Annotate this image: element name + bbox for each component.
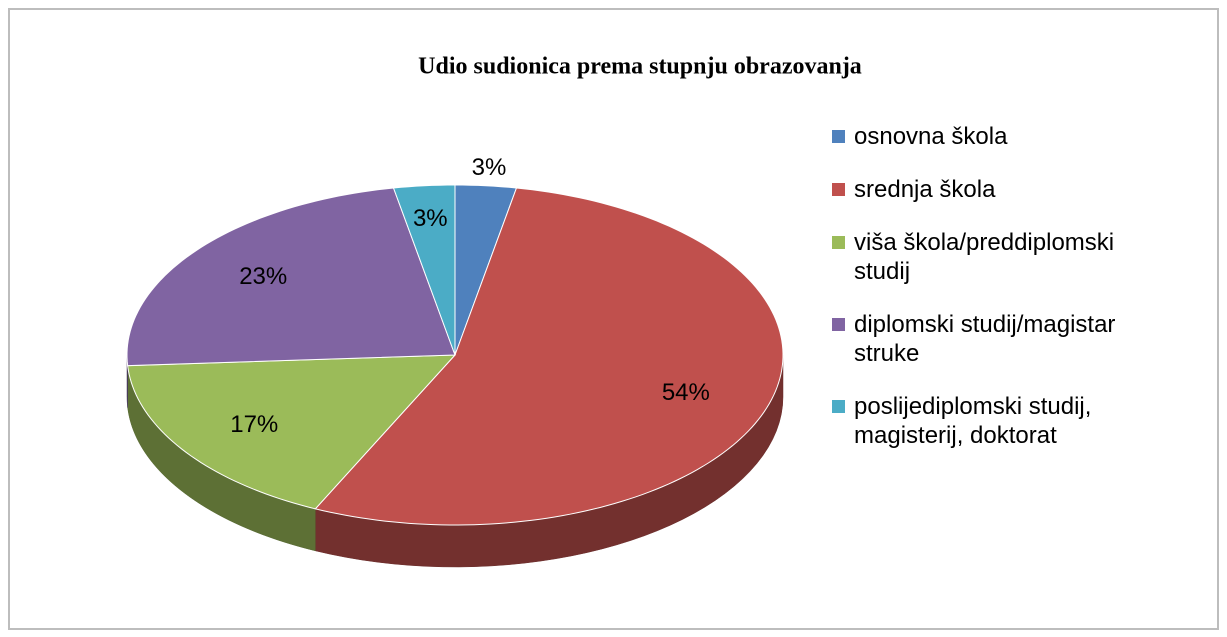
slice: [314, 187, 784, 526]
legend-swatch: [832, 130, 845, 143]
data-label: 54%: [662, 379, 710, 406]
legend-swatch: [832, 183, 845, 196]
slice: [126, 187, 456, 367]
legend-item: diplomski studij/magistar struke: [832, 310, 1162, 368]
legend-label: osnovna škola: [854, 123, 1008, 150]
legend-item: osnovna škola: [832, 122, 1162, 151]
legend-swatch: [832, 400, 845, 413]
legend-swatch: [832, 236, 845, 249]
chart-title: Udio sudionica prema stupnju obrazovanja: [418, 54, 862, 80]
legend-label: diplomski studij/magistar struke: [854, 311, 1116, 367]
data-label: 17%: [230, 411, 278, 438]
data-label: 3%: [472, 154, 507, 181]
legend-item: poslijediplomski studij, magisterij, dok…: [832, 392, 1162, 450]
legend-label: poslijediplomski studij, magisterij, dok…: [854, 393, 1092, 449]
legend: osnovna škola srednja škola viša škola/pre…: [832, 122, 1162, 474]
legend-label: srednja škola: [854, 176, 996, 203]
legend-label: viša škola/preddiplomski studij: [854, 229, 1115, 285]
pie-tops: [126, 184, 784, 526]
slice: [127, 354, 457, 510]
legend-item: srednja škola: [832, 175, 1162, 204]
data-label: 3%: [413, 205, 448, 232]
legend-item: viša škola/preddiplomski studij: [832, 228, 1162, 286]
data-label: 23%: [239, 263, 287, 290]
legend-swatch: [832, 318, 845, 331]
slice: [392, 184, 456, 356]
